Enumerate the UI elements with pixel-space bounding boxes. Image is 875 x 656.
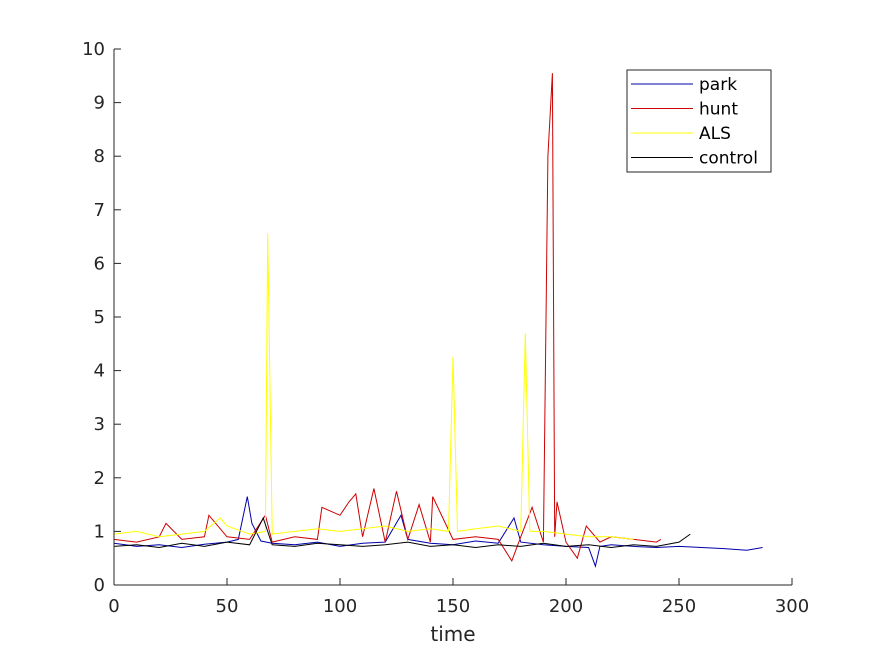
y-tick-label: 6 — [94, 253, 105, 274]
x-axis-label: time — [430, 622, 475, 646]
y-tick-label: 0 — [94, 575, 105, 596]
y-tick-label: 4 — [94, 361, 105, 382]
legend: park hunt ALS control — [626, 69, 772, 173]
axes-layer: 0 50 100 150 200 250 300 0 1 2 3 4 5 6 7 8 9 10 — [82, 39, 809, 617]
y-tick-label: 7 — [94, 200, 105, 221]
legend-label-hunt: hunt — [699, 100, 738, 120]
legend-label-park: park — [699, 75, 737, 95]
y-tick-label: 8 — [94, 146, 105, 167]
x-tick-label: 0 — [108, 596, 119, 617]
x-tick-label: 250 — [662, 596, 696, 617]
series-layer — [113, 73, 763, 568]
x-tick-label: 200 — [549, 596, 583, 617]
y-tick-label: 3 — [94, 414, 105, 435]
series-line-control — [113, 516, 691, 549]
x-tick-label: 150 — [436, 596, 470, 617]
y-tick-label: 2 — [94, 468, 105, 489]
y-tick-label: 10 — [82, 39, 105, 60]
series-line-hunt — [113, 73, 662, 563]
legend-label-control: control — [699, 149, 758, 169]
series-line-als — [113, 233, 634, 540]
x-tick-label: 300 — [775, 596, 809, 617]
legend-box — [626, 69, 772, 173]
y-tick-label: 9 — [94, 93, 105, 114]
series-line-park — [113, 496, 763, 568]
x-tick-label: 100 — [323, 596, 357, 617]
y-tick-label: 5 — [94, 307, 105, 328]
legend-label-als: ALS — [699, 124, 731, 144]
y-tick-label: 1 — [94, 521, 105, 542]
x-tick-label: 50 — [216, 596, 239, 617]
